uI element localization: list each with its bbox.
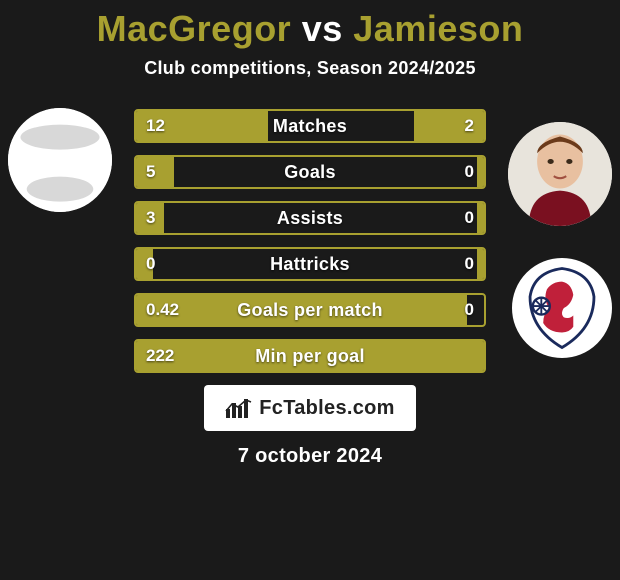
page-title: MacGregor vs Jamieson: [0, 8, 620, 50]
bar-label: Goals: [136, 157, 484, 187]
player2-club-badge: [512, 258, 612, 358]
bar-label: Assists: [136, 203, 484, 233]
date-label: 7 october 2024: [0, 445, 620, 468]
avatar-placeholder-icon: [8, 108, 112, 212]
stat-bar-row: 50Goals: [134, 155, 486, 189]
stat-bar-row: 122Matches: [134, 109, 486, 143]
club-crest-icon: [515, 261, 609, 355]
bar-chart-icon: [225, 397, 253, 419]
player1-name: MacGregor: [97, 8, 292, 49]
stat-bar-row: 30Assists: [134, 201, 486, 235]
brand-text: FcTables.com: [259, 397, 395, 420]
bar-label: Matches: [136, 111, 484, 141]
avatar-photo-icon: [508, 122, 612, 226]
comparison-infographic: MacGregor vs Jamieson Club competitions,…: [0, 0, 620, 580]
player2-name: Jamieson: [353, 8, 523, 49]
stat-bar-row: 0.420Goals per match: [134, 293, 486, 327]
stat-bars: 122Matches 50Goals 30Assists 00Hattricks 0.4…: [134, 109, 486, 373]
brand-badge: FcTables.com: [204, 385, 416, 431]
stat-bar-row: 00Hattricks: [134, 247, 486, 281]
stat-bar-row: 222Min per goal: [134, 339, 486, 373]
vs-label: vs: [302, 8, 343, 49]
player2-avatar: [508, 122, 612, 226]
player1-avatar: [8, 108, 112, 212]
bar-label: Goals per match: [136, 295, 484, 325]
bar-label: Hattricks: [136, 249, 484, 279]
subtitle: Club competitions, Season 2024/2025: [0, 58, 620, 79]
bar-label: Min per goal: [136, 341, 484, 371]
